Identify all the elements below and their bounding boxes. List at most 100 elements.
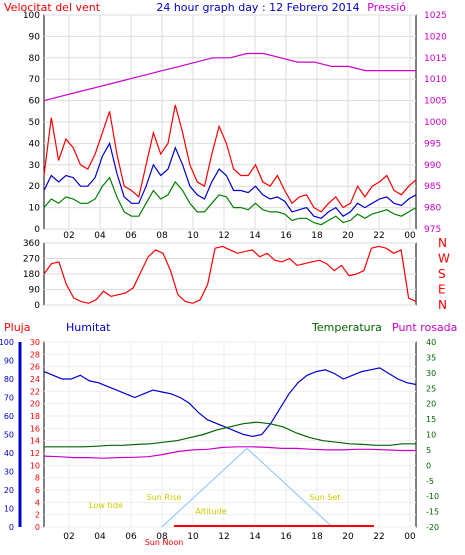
wind-tick-label: 10 [29,204,41,214]
compass-label: N [438,298,447,312]
rain-tick-label: 80 [4,375,14,384]
x-tick-label: 06 [125,532,137,542]
temp-tick-label: 10 [426,431,436,440]
temp-tick-label: 5 [426,446,431,455]
wind-tick-label: 60 [29,97,41,107]
series-sun [161,447,333,528]
series-average [43,141,417,219]
pressure-tick-label: 1015 [424,54,447,64]
x-tick-label: 22 [373,231,384,241]
chart-title: 24 hour graph day : 12 Febrero 2014 [156,1,359,14]
humidity-mid-tick-label: 18 [30,412,40,421]
humidity-plot-frame [43,341,417,528]
temp-tick-label: 0 [426,461,431,470]
x-tick-label: 02 [63,532,74,542]
rain-label: Pluja [4,321,30,334]
humidity-mid-tick-label: 24 [30,375,40,384]
x-tick-label: 08 [156,532,168,542]
pressure-tick-label: 1025 [424,11,447,21]
humidity-mid-tick-label: 8 [35,474,40,483]
humidity-mid-tick-label: 2 [35,511,40,520]
humidity-mid-tick-label: 12 [30,449,40,458]
direction-tick-label: 360 [23,239,40,249]
humidity-mid-tick-label: 22 [30,387,40,396]
x-tick-label: 04 [94,532,106,542]
rain-tick-label: 40 [4,449,14,458]
pressure-tick-label: 985 [424,182,441,192]
direction-tick-label: 180 [23,270,40,280]
humidity-mid-tick-label: 30 [30,338,40,347]
x-tick-label: 02 [63,231,74,241]
series-pressure [43,52,416,102]
temp-tick-label: -20 [426,523,439,532]
temp-tick-label: -15 [426,508,439,517]
humidity-mid-tick-label: 20 [30,400,40,409]
wind-tick-label: 0 [34,225,40,235]
humidity-mid-tick-label: 4 [35,498,40,507]
humidity-mid-tick-label: 10 [30,461,40,470]
temp-tick-label: -5 [426,477,434,486]
humidity-mid-tick-label: 26 [30,363,40,372]
x-tick-label: 22 [373,532,384,542]
dewpoint-label: Punt rosada [392,321,457,334]
pressure-tick-label: 980 [424,204,441,214]
rain-tick-label: 60 [4,412,14,421]
pressure-tick-label: 1000 [424,118,447,128]
x-tick-label: 04 [94,231,106,241]
direction-tick-label: 270 [23,255,40,265]
temp-tick-label: 15 [426,415,436,424]
wind-tick-label: 50 [29,118,41,128]
x-tick-label: 00 [404,231,416,241]
x-tick-label: 10 [187,532,199,542]
humidity-label: Humitat [66,321,111,334]
x-tick-label: 20 [342,532,354,542]
rain-tick-label: 70 [4,394,14,403]
pressure-tick-label: 1020 [424,32,447,42]
rain-tick-label: 100 [0,338,14,347]
sun-low-label: Low tide [89,501,123,510]
wind-tick-label: 40 [29,139,41,149]
series-temperature [44,421,416,448]
x-tick-label: 18 [311,532,323,542]
humidity-mid-tick-label: 0 [35,523,40,532]
compass-label: E [438,283,446,297]
pressure-tick-label: 975 [424,225,441,235]
x-tick-label: 08 [156,231,168,241]
wind-tick-label: 20 [29,182,41,192]
temperature-label: Temperatura [311,321,382,334]
wind-tick-label: 30 [29,161,41,171]
wind-axis-title: Velocitat del vent [4,1,101,14]
humidity-mid-tick-label: 6 [35,486,40,495]
sun-set-label: Sun Set [310,493,341,502]
pressure-tick-label: 1010 [424,75,447,85]
x-tick-label: 12 [218,231,229,241]
x-tick-label: 16 [280,532,292,542]
direction-tick-label: 0 [34,301,40,311]
rain-tick-label: 90 [4,357,14,366]
temp-tick-label: 35 [426,353,436,362]
x-tick-label: 14 [249,532,261,542]
x-tick-label: 10 [187,231,199,241]
pressure-tick-label: 995 [424,139,441,149]
pressure-tick-label: 1005 [424,97,447,107]
wind-tick-label: 70 [29,75,41,85]
humidity-mid-tick-label: 16 [30,424,40,433]
temp-tick-label: 25 [426,384,436,393]
x-tick-label: 14 [249,231,261,241]
rain-tick-label: 50 [4,431,14,440]
wind-tick-label: 100 [23,11,40,21]
temp-tick-label: 30 [426,369,436,378]
pressure-tick-label: 990 [424,161,441,171]
humidity-mid-tick-label: 14 [30,437,40,446]
humidity-mid-tick-label: 28 [30,350,40,359]
series-wind [43,176,417,226]
x-tick-label: 16 [280,231,292,241]
sun-noon-label: Sun Noon [145,538,184,547]
x-tick-label: 12 [218,532,229,542]
sun-rise-label: Sun Rise [147,493,182,502]
temp-tick-label: -10 [426,492,439,501]
sun-altitude-label: Altitude [195,507,226,516]
wind-tick-label: 90 [29,32,41,42]
compass-label: N [438,236,447,250]
